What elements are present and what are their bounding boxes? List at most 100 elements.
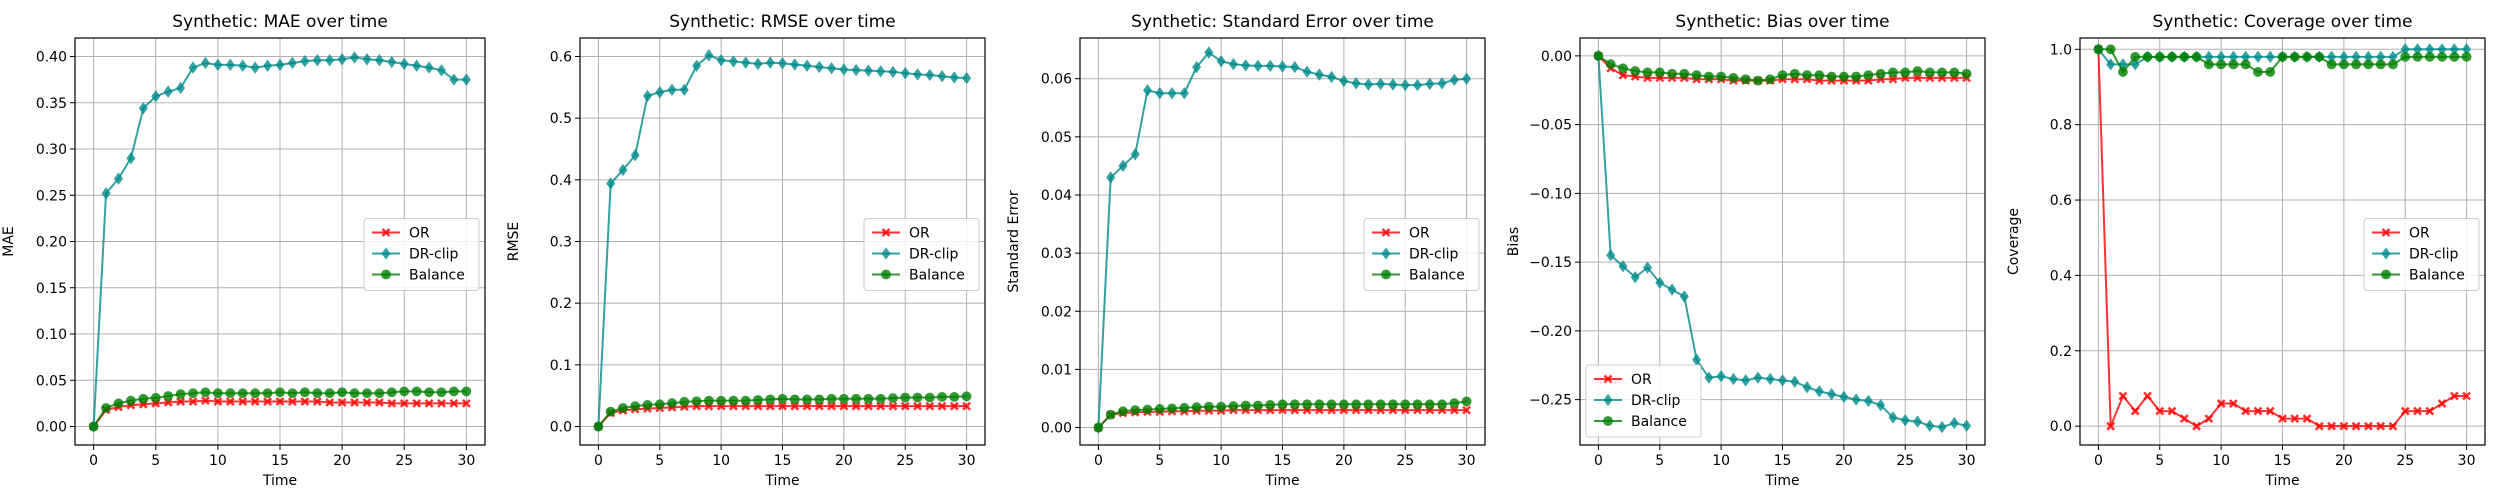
- point-dr-clip: [778, 57, 787, 70]
- point-balance: [1302, 399, 1312, 410]
- point-or: [2253, 406, 2263, 416]
- point-balance: [312, 388, 323, 399]
- point-balance: [2412, 51, 2423, 62]
- point-dr-clip: [1376, 77, 1386, 91]
- point-balance: [1093, 422, 1104, 433]
- point-balance: [814, 394, 825, 405]
- point-dr-clip: [1228, 57, 1238, 71]
- point-or: [2413, 406, 2422, 416]
- point-dr-clip: [1814, 385, 1824, 398]
- point-balance: [961, 391, 972, 402]
- point-balance: [2400, 51, 2411, 62]
- point-dr-clip: [461, 73, 471, 86]
- x-tick-label: 15: [2274, 453, 2292, 469]
- y-tick-label: −0.15: [1529, 255, 1572, 271]
- y-tick-label: 0.1: [550, 358, 572, 374]
- x-tick-label: 20: [1835, 453, 1853, 469]
- series-dr-clip: [593, 49, 972, 433]
- legend: OR DR-clip Balance: [1363, 218, 1480, 291]
- point-balance: [777, 393, 788, 404]
- point-or: [188, 397, 198, 406]
- tick-labels: 0 5 10 15 20 25 30 0.00 0.05 0.10 0.15 0.20 0.25 0.30…: [36, 50, 475, 470]
- point-balance: [2265, 67, 2276, 77]
- x-tick-label: 10: [712, 453, 730, 469]
- point-dr-clip: [1778, 374, 1787, 387]
- point-dr-clip: [1253, 59, 1263, 73]
- point-dr-clip: [1462, 72, 1472, 85]
- point-balance: [2179, 51, 2190, 62]
- point-dr-clip: [1913, 415, 1922, 428]
- point-dr-clip: [1265, 59, 1275, 73]
- point-dr-clip: [1827, 387, 1837, 401]
- point-dr-clip: [399, 57, 409, 71]
- point-balance: [2191, 51, 2202, 62]
- point-balance: [1105, 409, 1116, 420]
- point-balance: [1228, 401, 1239, 411]
- point-dr-clip: [925, 68, 935, 82]
- y-tick-label: −0.25: [1529, 393, 1572, 409]
- legend-marker: [1381, 247, 1391, 260]
- y-tick-label: 0.01: [1041, 362, 1072, 378]
- point-dr-clip: [949, 71, 959, 84]
- point-or: [2302, 414, 2312, 424]
- point-balance: [2203, 59, 2214, 70]
- point-dr-clip: [1643, 261, 1652, 274]
- point-balance: [1240, 400, 1251, 411]
- point-dr-clip: [213, 58, 223, 72]
- plot-frame: [579, 37, 986, 446]
- chart-panel-bias: 0 5 10 15 20 25 30 0.00 −0.05 −0.10 −0.15 −0.20 −0.2…: [1506, 12, 1986, 489]
- point-balance: [1605, 59, 1616, 70]
- point-balance: [1130, 405, 1141, 416]
- point-balance: [1703, 71, 1714, 82]
- point-dr-clip: [1179, 87, 1189, 100]
- legend-entry-dr-clip: DR-clip: [1372, 247, 1458, 263]
- point-dr-clip: [1851, 393, 1861, 406]
- point-balance: [1167, 403, 1177, 414]
- point-balance: [851, 393, 862, 404]
- point-dr-clip: [655, 86, 665, 99]
- tick-labels: 0 5 10 15 20 25 30 0.00 −0.05 −0.10 −0.15 −0.20 −0.2…: [1529, 49, 1975, 469]
- point-balance: [1851, 71, 1862, 82]
- x-tick-label: 10: [2212, 453, 2230, 469]
- point-balance: [1642, 67, 1653, 78]
- point-balance: [2289, 51, 2300, 62]
- legend-label: OR: [1631, 372, 1652, 388]
- point-balance: [949, 391, 960, 402]
- point-or: [201, 396, 210, 406]
- point-balance: [262, 388, 273, 399]
- point-balance: [287, 388, 298, 399]
- legend-label: DR-clip: [909, 247, 958, 263]
- point-balance: [1191, 402, 1202, 413]
- point-balance: [2449, 51, 2460, 62]
- point-balance: [150, 392, 161, 403]
- legend-entry-balance: Balance: [2372, 268, 2465, 284]
- x-tick-label: 0: [594, 453, 603, 469]
- point-balance: [937, 391, 947, 402]
- point-or: [790, 401, 800, 411]
- point-balance: [1253, 400, 1263, 411]
- point-balance: [1375, 399, 1386, 410]
- y-axis-label: MAE: [1, 226, 17, 257]
- legend-entry-or: OR: [2372, 226, 2430, 242]
- point-or: [300, 397, 310, 406]
- point-or: [275, 397, 285, 406]
- point-dr-clip: [913, 68, 922, 81]
- point-balance: [2363, 59, 2374, 70]
- point-balance: [728, 395, 739, 406]
- point-or: [827, 401, 837, 411]
- y-tick-label: 0.02: [1041, 304, 1072, 320]
- point-balance: [924, 392, 935, 403]
- point-or: [250, 397, 260, 406]
- point-dr-clip: [1606, 249, 1616, 262]
- point-dr-clip: [1839, 390, 1849, 404]
- point-balance: [324, 388, 335, 399]
- legend-marker: [381, 247, 391, 260]
- point-or: [2130, 406, 2140, 416]
- point-dr-clip: [1765, 372, 1775, 386]
- point-balance: [1424, 399, 1435, 410]
- legend-entry-dr-clip: DR-clip: [2372, 247, 2458, 263]
- y-tick-label: 0.3: [550, 235, 572, 251]
- point-dr-clip: [1630, 271, 1640, 284]
- legend-marker: [881, 228, 891, 237]
- chart-title: Synthetic: Bias over time: [1675, 12, 1889, 32]
